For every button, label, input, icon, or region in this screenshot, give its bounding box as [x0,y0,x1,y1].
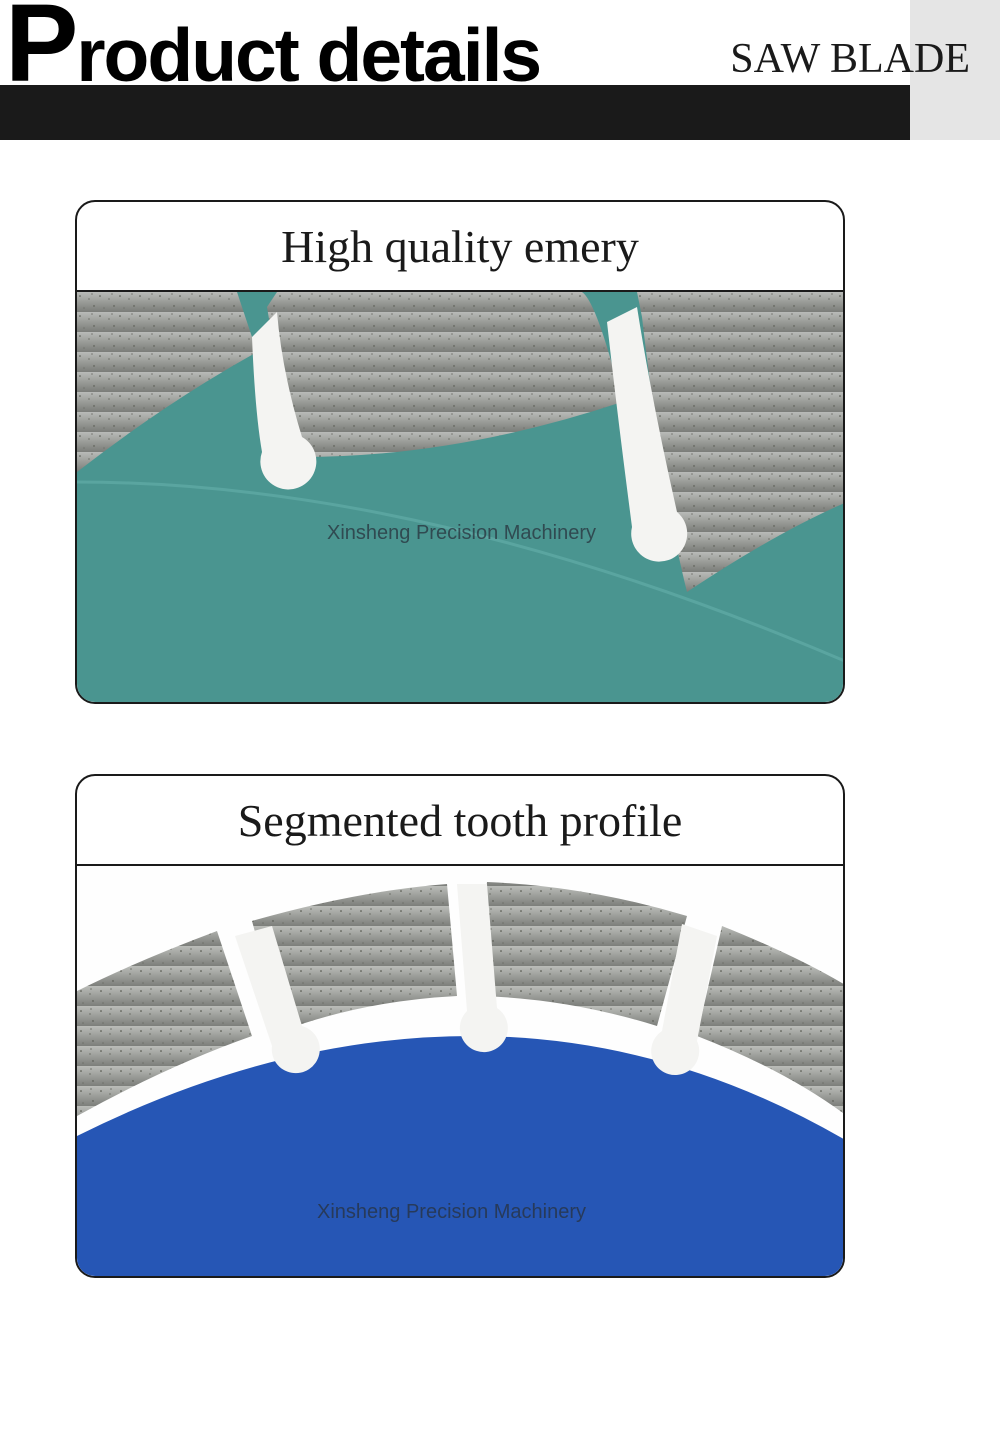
blade-segment [267,292,622,457]
page-header: Product details SAW BLADE [0,0,1000,140]
watermark-text: Xinsheng Precision Machinery [327,522,596,545]
card-image-segmented: Xinsheng Precision Machinery [77,866,843,1276]
card-title: High quality emery [77,202,843,292]
card-image-emery: Xinsheng Precision Machinery [77,292,843,702]
blade-illustration-blue: Xinsheng Precision Machinery [77,866,843,1276]
detail-card-emery: High quality emery [75,200,845,704]
blade-segment [77,292,257,472]
blade-illustration-teal: Xinsheng Precision Machinery [77,292,843,702]
page-title: Product details [5,0,540,98]
page-subtitle: SAW BLADE [730,35,970,83]
header-bar [0,85,910,140]
content-area: High quality emery [0,140,1000,1278]
detail-card-segmented: Segmented tooth profile [75,774,845,1278]
blade-svg-teal [77,292,843,702]
watermark-text: Xinsheng Precision Machinery [317,1201,586,1224]
card-title: Segmented tooth profile [77,776,843,866]
